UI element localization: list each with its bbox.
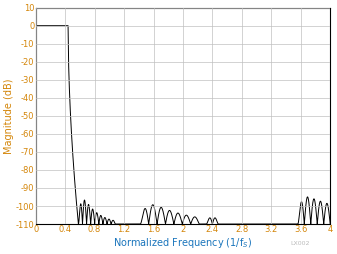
X-axis label: Normalized Frequency (1/f$_S$): Normalized Frequency (1/f$_S$) xyxy=(113,236,253,250)
Text: LX002: LX002 xyxy=(290,241,310,246)
Y-axis label: Magnitude (dB): Magnitude (dB) xyxy=(4,78,14,154)
